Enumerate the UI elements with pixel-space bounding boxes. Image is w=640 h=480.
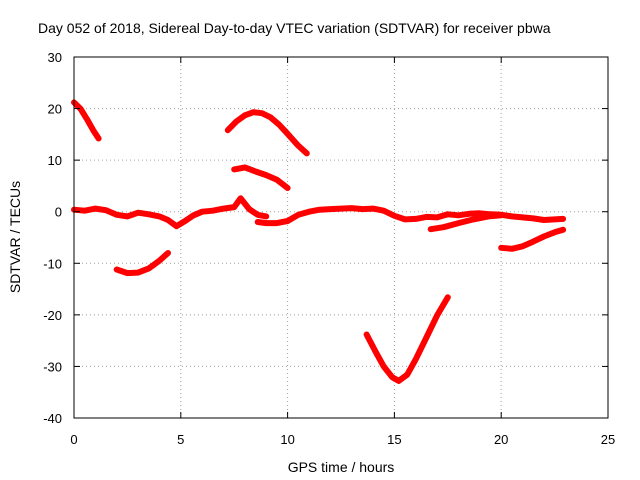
grid — [74, 57, 608, 418]
y-axis-label: SDTVAR / TECUs — [7, 181, 23, 293]
y-tick-label: -20 — [43, 308, 62, 323]
y-tick-label: -40 — [43, 411, 62, 426]
series-arc-3 — [113, 250, 171, 277]
x-tick-label: 15 — [387, 432, 401, 447]
series-arc-8 — [427, 212, 505, 233]
y-tick-label: 20 — [48, 102, 62, 117]
series-arc-2 — [71, 195, 270, 230]
series-arc-4 — [224, 109, 310, 157]
y-tick-label: -10 — [43, 256, 62, 271]
x-tick-label: 0 — [70, 432, 77, 447]
ticks: 0 5 10 15 20 25 30 20 10 0 -10 -20 -30 -40 — [43, 50, 615, 447]
y-tick-label: -30 — [43, 359, 62, 374]
series-arc-1 — [71, 99, 102, 142]
x-tick-label: 10 — [280, 432, 294, 447]
series-group — [71, 99, 567, 384]
series-arc-9 — [498, 226, 567, 252]
x-tick-label: 20 — [494, 432, 508, 447]
y-tick-label: 30 — [48, 50, 62, 65]
plot-frame — [73, 56, 609, 419]
series-arc-6 — [254, 205, 567, 227]
y-tick-label: 0 — [55, 205, 62, 220]
x-tick-label: 25 — [601, 432, 615, 447]
x-axis-label: GPS time / hours — [288, 459, 395, 475]
chart-title: Day 052 of 2018, Sidereal Day-to-day VTE… — [38, 20, 551, 36]
y-tick-label: 10 — [48, 153, 62, 168]
x-tick-label: 5 — [177, 432, 184, 447]
series-arc-7 — [363, 294, 451, 384]
series-arc-5 — [231, 164, 291, 191]
